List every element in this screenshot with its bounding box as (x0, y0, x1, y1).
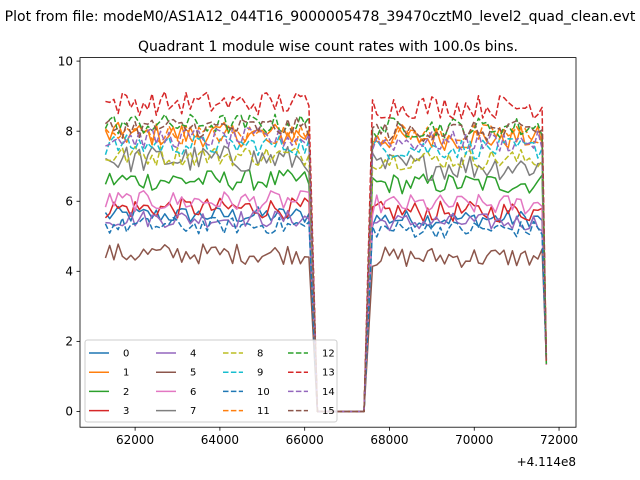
series-line-2 (104, 169, 548, 413)
series-line-4 (105, 209, 548, 413)
x-axis: 62000 64000 66000 68000 70000 72000 (116, 427, 578, 447)
y-tick-label: 0 (65, 405, 73, 419)
series-line-6 (104, 190, 548, 413)
series-layer (104, 90, 548, 413)
legend-label-4: 4 (190, 349, 196, 360)
x-tick-label: 72000 (540, 433, 578, 447)
series-line-10 (104, 216, 548, 413)
y-tick-label: 8 (65, 124, 73, 138)
legend-label-9: 9 (257, 368, 263, 379)
x-tick-label: 64000 (201, 433, 239, 447)
x-tick-label: 68000 (370, 433, 408, 447)
legend-label-3: 3 (123, 406, 129, 417)
legend-label-8: 8 (257, 349, 263, 360)
x-tick-label: 66000 (286, 433, 324, 447)
chart-title: Quadrant 1 module wise count rates with … (138, 39, 518, 55)
axes-frame (79, 57, 577, 428)
y-tick-label: 10 (58, 54, 73, 68)
x-axis-offset-label: +4.114e8 (517, 455, 576, 469)
series-line-0 (104, 205, 548, 413)
series-line-12 (104, 113, 548, 413)
legend-label-2: 2 (123, 387, 129, 398)
legend-label-0: 0 (123, 349, 129, 360)
y-axis: 0 2 4 6 8 10 (58, 54, 80, 419)
legend-label-12: 12 (322, 349, 335, 360)
y-tick-label: 2 (65, 335, 73, 349)
legend-label-7: 7 (190, 406, 196, 417)
y-tick-label: 6 (65, 195, 73, 209)
legend-label-15: 15 (322, 406, 335, 417)
figure-suptitle: Plot from file: modeM0/AS1A12_044T16_900… (5, 9, 636, 25)
y-tick-label: 4 (65, 265, 73, 279)
series-line-14 (105, 127, 548, 413)
legend-box (84, 339, 338, 423)
series-line-5 (104, 243, 548, 413)
legend-label-6: 6 (190, 387, 196, 398)
legend-label-10: 10 (257, 387, 270, 398)
legend-label-14: 14 (322, 387, 335, 398)
legend-label-11: 11 (257, 406, 270, 417)
series-line-8 (105, 145, 548, 413)
legend-label-1: 1 (123, 368, 129, 379)
legend-label-13: 13 (322, 368, 335, 379)
x-tick-label: 70000 (455, 433, 493, 447)
x-tick-label: 62000 (116, 433, 154, 447)
series-line-13 (105, 90, 548, 413)
series-line-3 (104, 197, 548, 413)
series-line-7 (105, 145, 548, 413)
legend-label-5: 5 (190, 368, 196, 379)
series-line-15 (104, 116, 548, 413)
series-line-9 (104, 134, 548, 413)
